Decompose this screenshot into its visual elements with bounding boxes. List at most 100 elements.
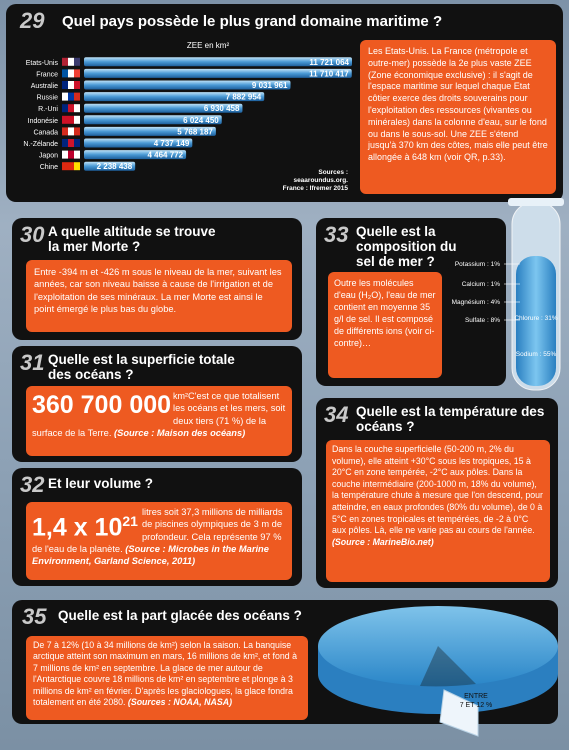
big-number: 1,4 x 1021	[32, 506, 138, 542]
flag	[74, 139, 80, 147]
value-label: 4 737 149	[154, 139, 190, 148]
flag	[74, 150, 80, 159]
answer-text: litres soit 37,3 millions de milliards d…	[32, 507, 283, 554]
question-title: Quelle est la superficie totale des océa…	[48, 352, 235, 382]
flag	[74, 127, 80, 136]
axis-label: ZEE en km²	[187, 41, 230, 50]
ion-label: Chlorure : 31%	[514, 315, 558, 322]
flag	[68, 81, 74, 89]
bar	[84, 150, 187, 160]
source: France : Ifremer 2015	[283, 185, 349, 192]
bar	[84, 80, 291, 90]
question-number: 29	[20, 8, 45, 33]
question-title: Quel pays possède le plus grand domaine …	[62, 13, 443, 30]
category-label: N.-Zélande	[23, 141, 58, 148]
answer-text: De 7 à 12% (10 à 34 millions de km²) sel…	[33, 640, 298, 708]
bar	[84, 126, 216, 136]
unit: km²	[173, 391, 189, 401]
source: (Source : Maison des océans)	[114, 427, 246, 438]
category-label: Australie	[31, 83, 58, 90]
ice-label: ENTRE	[464, 693, 488, 700]
ion-tag	[448, 314, 504, 325]
flag	[74, 81, 80, 89]
value-label: 7 882 954	[226, 93, 262, 102]
question-number: 35	[22, 604, 47, 629]
question-title: Quelle est la composition du sel de mer …	[356, 224, 457, 269]
value-label: 6 024 450	[183, 116, 219, 125]
answer-box: Les Etats-Unis. La France (métropole et …	[360, 40, 556, 194]
category-label: Chine	[40, 164, 58, 171]
big-number: 360 700 000	[32, 391, 172, 419]
answer-box: 1,4 x 1021 litres soit 37,3 millions de …	[26, 502, 292, 580]
bar	[84, 57, 352, 67]
bar	[84, 115, 222, 125]
ion-tag	[448, 296, 504, 307]
tube-water	[516, 256, 556, 386]
exponent: 21	[122, 513, 138, 529]
bar	[84, 103, 243, 113]
ion-tag	[448, 278, 504, 289]
source: (Source : Microbes in the Marine Environ…	[32, 543, 269, 567]
source: (Sources : NOAA, NASA)	[127, 697, 232, 708]
flag	[68, 127, 74, 136]
flag	[62, 57, 68, 66]
tube-rim	[508, 198, 564, 206]
flag	[68, 150, 74, 159]
question-number: 33	[324, 222, 349, 247]
ice-label: 7 ET 12 %	[460, 702, 493, 709]
source: Sources :	[318, 169, 348, 176]
value-label: 11 710 417	[309, 69, 349, 78]
value-label: 9 031 961	[252, 81, 288, 90]
ion-tag	[448, 258, 504, 269]
question-number: 31	[20, 350, 45, 375]
question-number: 32	[20, 472, 45, 497]
ion-label: Calcium : 1%	[462, 281, 501, 288]
mantissa: 1,4 x 10	[32, 513, 123, 542]
flag	[62, 115, 68, 124]
ice-disk: ENTRE 7 ET 12 %	[318, 606, 558, 737]
source: (Source : MarineBio.net)	[332, 536, 434, 547]
ice-slice-gap	[420, 646, 476, 687]
category-label: Japon	[39, 153, 58, 160]
category-label: Indonésie	[28, 118, 58, 125]
ion-label: Sulfate : 8%	[465, 317, 500, 324]
category-label: France	[36, 71, 58, 78]
answer-box: 360 700 000 km² C'est ce que totalisent …	[26, 386, 292, 456]
ion-label: Sodium : 55%	[516, 351, 557, 358]
answer-box: Dans la couche superficielle (50-200 m, …	[326, 440, 550, 582]
question-number: 30	[20, 222, 45, 247]
value-label: 6 930 458	[204, 104, 240, 113]
source: seaaroundus.org.	[293, 177, 348, 184]
bar-chart: ZEE en km² Sources : seaaroundus.org. Fr…	[23, 41, 352, 192]
question-title: Et leur volume ?	[48, 476, 154, 491]
panel-34: 34 Quelle est la température des océans …	[316, 398, 558, 588]
flag	[68, 162, 74, 171]
panel-30: 30 A quelle altitude se trouve la mer Mo…	[12, 218, 302, 340]
value-label: 11 721 064	[309, 58, 349, 67]
flag	[62, 150, 68, 159]
ion-label: Magnésium : 4%	[452, 299, 501, 306]
flag	[62, 92, 68, 101]
question-title: A quelle altitude se trouve la mer Morte…	[48, 224, 216, 254]
panel-31: 31 Quelle est la superficie totale des o…	[12, 346, 302, 462]
category-label: Canada	[33, 129, 58, 136]
flag	[74, 57, 80, 66]
disk-top	[318, 606, 558, 686]
answer-box: De 7 à 12% (10 à 34 millions de km²) sel…	[26, 636, 308, 720]
flag	[74, 69, 80, 78]
panel-33: 33 Quelle est la composition du sel de m…	[316, 218, 506, 386]
flag	[74, 115, 80, 124]
flag	[74, 104, 80, 113]
bar	[84, 68, 352, 78]
value-label: 5 768 187	[177, 127, 213, 136]
panel-32: 32 Et leur volume ? 1,4 x 1021 litres so…	[12, 468, 302, 586]
ice-slice	[439, 689, 479, 737]
bar	[84, 138, 193, 148]
answer-text: C'est ce que totalisent les océans et le…	[32, 391, 286, 438]
flag	[62, 162, 68, 171]
flag	[68, 139, 74, 147]
flag	[68, 115, 74, 124]
flag	[74, 92, 80, 101]
flag	[62, 127, 68, 136]
